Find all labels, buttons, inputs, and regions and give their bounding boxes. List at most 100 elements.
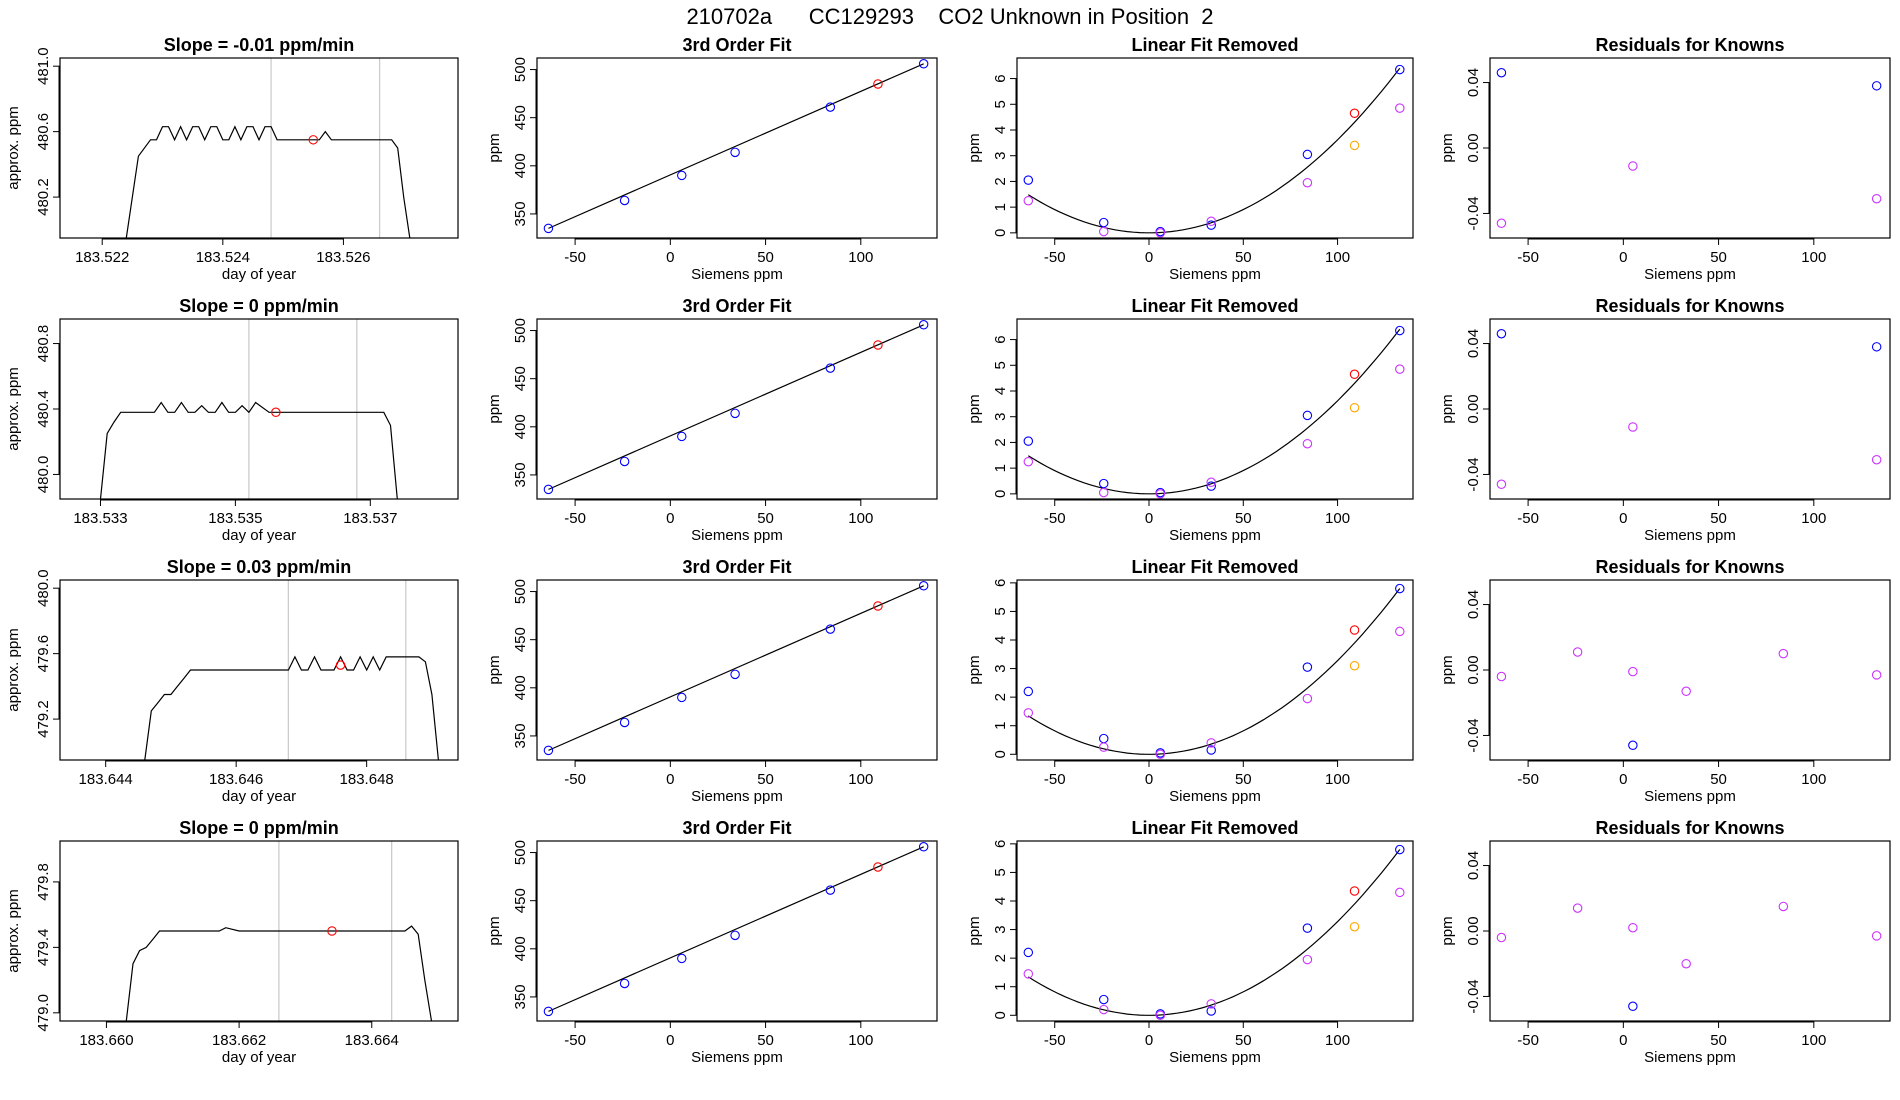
panel-r2c3: Linear Fit Removed -50 0 50 100 Siemens ppm 0 1… <box>966 296 1414 544</box>
plot-frame <box>536 840 938 1022</box>
data-point-blue <box>918 59 929 69</box>
y-tick-label: 2 <box>992 693 1009 701</box>
x-axis-label: Siemens ppm <box>1169 527 1261 544</box>
y-tick-label: 5 <box>992 607 1009 615</box>
panel-r3c1: Slope = 0.03 ppm/min 183.644 183.646 183.64… <box>5 557 459 805</box>
data-layer <box>125 925 433 1021</box>
data-point-red <box>873 601 883 611</box>
x-tick-label: 50 <box>757 771 774 788</box>
x-tick-label: 100 <box>1801 771 1826 788</box>
panel-r4c4: Residuals for Knowns -50 0 50 100 Siemens ppm… <box>1439 818 1891 1066</box>
x-tick-label: 0 <box>1619 249 1627 266</box>
y-tick-label: 3 <box>992 664 1009 672</box>
panel-r3c2: 3rd Order Fit -50 0 50 100 Siemens ppm 350 400 4… <box>486 557 938 805</box>
data-point-blue <box>730 669 740 680</box>
y-tick-label: 480.0 <box>35 456 52 494</box>
x-tick-label: -50 <box>1517 249 1539 266</box>
fit-curve <box>1027 849 1401 1016</box>
data-point-magenta <box>1496 479 1507 490</box>
panel-r3c4: Residuals for Knowns -50 0 50 100 Siemens ppm… <box>1439 557 1891 805</box>
series-line <box>125 125 411 238</box>
data-point-blue <box>1206 481 1216 491</box>
x-axis-label: day of year <box>222 527 296 544</box>
data-layer <box>1496 328 1882 490</box>
data-point-blue <box>918 842 929 852</box>
y-tick-label: 479.8 <box>35 863 52 901</box>
x-tick-label: 0 <box>666 771 674 788</box>
y-tick-label: 6 <box>992 840 1009 848</box>
x-tick-label: 100 <box>1325 510 1350 527</box>
y-tick-label: 1 <box>992 464 1009 472</box>
x-tick-label: -50 <box>1044 249 1066 266</box>
panel-r1c2: 3rd Order Fit -50 0 50 100 Siemens ppm 350 400 4… <box>486 35 938 283</box>
data-point-orange <box>1349 660 1360 671</box>
panel-title: Residuals for Knowns <box>1595 818 1784 838</box>
data-point-blue <box>730 408 740 419</box>
y-tick-label: 450 <box>512 627 529 652</box>
y-tick-label: 0.00 <box>1465 394 1482 423</box>
data-point-blue <box>677 953 687 964</box>
data-point-blue <box>1871 81 1882 91</box>
y-tick-label: 1 <box>992 722 1009 730</box>
y-tick-label: 4 <box>992 897 1009 905</box>
data-point-red <box>308 135 319 145</box>
data-point-red <box>335 660 346 670</box>
data-point-orange <box>1349 140 1360 151</box>
y-tick-label: 0.04 <box>1465 590 1482 619</box>
y-tick-label: 450 <box>512 105 529 130</box>
x-tick-label: 50 <box>757 510 774 527</box>
panel-r4c3: Linear Fit Removed -50 0 50 100 Siemens ppm 0 1… <box>966 818 1414 1066</box>
x-tick-label: 183.664 <box>345 1032 399 1049</box>
data-point-magenta <box>1155 228 1166 238</box>
data-point-blue <box>1023 175 1034 185</box>
x-tick-label: -50 <box>564 249 586 266</box>
data-point-blue <box>825 885 836 895</box>
y-tick-label: 2 <box>992 954 1009 962</box>
data-point-magenta <box>1496 932 1507 943</box>
data-point-magenta <box>1871 670 1882 680</box>
x-tick-label: -50 <box>1517 510 1539 527</box>
x-axis-label: Siemens ppm <box>691 1049 783 1066</box>
data-point-orange <box>1349 921 1360 932</box>
x-tick-label: 183.526 <box>316 249 370 266</box>
data-point-magenta <box>1155 749 1166 760</box>
y-tick-label: 3 <box>992 925 1009 933</box>
data-point-blue <box>1496 328 1507 339</box>
y-tick-label: -0.04 <box>1465 979 1482 1013</box>
data-point-blue <box>1098 478 1109 489</box>
data-point-magenta <box>1395 364 1405 374</box>
data-point-magenta <box>1206 999 1216 1009</box>
x-axis-label: Siemens ppm <box>1644 527 1736 544</box>
y-axis-label: ppm <box>486 655 503 684</box>
x-tick-label: 100 <box>848 771 873 788</box>
data-layer <box>144 655 439 760</box>
x-axis-label: Siemens ppm <box>1169 788 1261 805</box>
x-tick-label: 0 <box>666 1032 674 1049</box>
x-axis-label: Siemens ppm <box>691 266 783 283</box>
x-tick-label: 183.660 <box>79 1032 133 1049</box>
data-point-magenta <box>1302 954 1313 965</box>
panel-title: Slope = 0 ppm/min <box>179 296 339 316</box>
x-tick-label: 183.537 <box>343 510 397 527</box>
y-axis-label: ppm <box>966 133 983 162</box>
data-point-magenta <box>1572 647 1583 657</box>
y-tick-label: 350 <box>512 201 529 226</box>
fit-curve <box>1027 328 1401 495</box>
data-point-blue <box>918 581 929 591</box>
data-point-magenta <box>1206 216 1216 227</box>
data-point-red <box>1349 886 1360 896</box>
plot-frame <box>1016 840 1414 1022</box>
y-tick-label: 5 <box>992 361 1009 369</box>
panel-title: Linear Fit Removed <box>1131 557 1298 577</box>
data-point-blue <box>677 692 687 703</box>
y-tick-label: 480.2 <box>35 178 52 216</box>
y-tick-label: 500 <box>512 579 529 604</box>
y-tick-label: 0 <box>992 750 1009 758</box>
panel-title: Residuals for Knowns <box>1595 296 1784 316</box>
data-point-magenta <box>1496 671 1507 682</box>
data-point-magenta <box>1206 477 1216 488</box>
x-tick-label: 183.535 <box>208 510 262 527</box>
data-point-magenta <box>1871 454 1882 465</box>
data-layer <box>543 320 929 495</box>
y-tick-label: 4 <box>992 636 1009 644</box>
